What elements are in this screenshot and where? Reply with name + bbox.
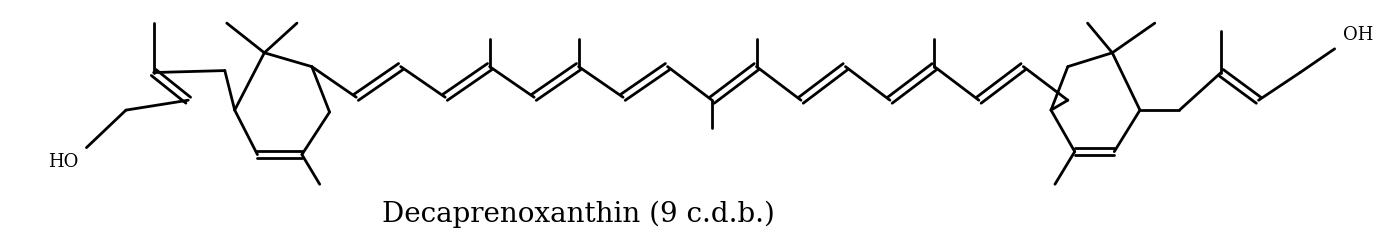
- Text: OH: OH: [1342, 26, 1373, 44]
- Text: Decaprenoxanthin (9 c.d.b.): Decaprenoxanthin (9 c.d.b.): [383, 200, 775, 228]
- Text: HO: HO: [48, 153, 79, 171]
